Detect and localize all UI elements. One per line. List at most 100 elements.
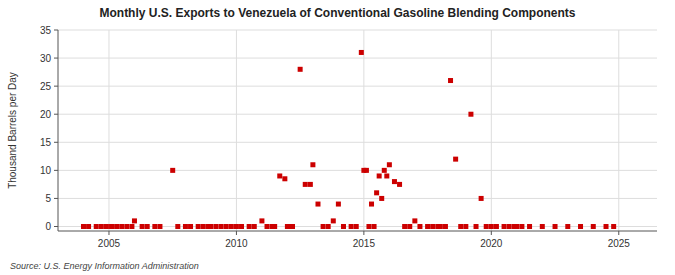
y-tick-label: 10 [40, 165, 52, 176]
point [392, 179, 397, 184]
point [188, 224, 193, 229]
point [379, 196, 384, 201]
x-grid-line [491, 30, 492, 231]
x-tick-label: 2020 [480, 238, 503, 249]
point [377, 173, 382, 178]
point [407, 224, 412, 229]
point [308, 182, 313, 187]
point [86, 224, 91, 229]
point [382, 168, 387, 173]
point [119, 224, 124, 229]
point [397, 182, 402, 187]
y-tick [54, 58, 58, 59]
ticks: 0510152025303520052010201520202025 [40, 25, 630, 250]
point [129, 224, 134, 229]
point [341, 224, 346, 229]
point [359, 50, 364, 55]
x-grid-line [363, 30, 364, 231]
point [290, 224, 295, 229]
y-grid-line [58, 198, 657, 199]
x-tick-label: 2010 [225, 238, 248, 249]
x-tick [108, 231, 109, 235]
point [514, 224, 519, 229]
point [489, 224, 494, 229]
point [387, 162, 392, 167]
point [479, 196, 484, 201]
point [201, 224, 206, 229]
y-tick-label: 5 [45, 193, 51, 204]
point [277, 173, 282, 178]
x-tick-label: 2005 [98, 238, 121, 249]
point [591, 224, 596, 229]
y-grid-line [58, 114, 657, 115]
point [438, 224, 443, 229]
y-axis-label: Thousand Barrels per Day [7, 72, 18, 189]
point [239, 224, 244, 229]
point [99, 224, 104, 229]
y-tick-label: 0 [45, 221, 51, 232]
point [219, 224, 224, 229]
point [175, 224, 180, 229]
point [303, 182, 308, 187]
point [553, 224, 558, 229]
point [604, 224, 609, 229]
point [611, 224, 616, 229]
x-tick [236, 231, 237, 235]
point [315, 202, 320, 207]
point [474, 224, 479, 229]
y-tick [54, 170, 58, 171]
point [565, 224, 570, 229]
point [463, 224, 468, 229]
chart: 0510152025303520052010201520202025Monthl… [0, 0, 675, 275]
y-tick-label: 20 [40, 109, 52, 120]
point [366, 224, 371, 229]
point [265, 224, 270, 229]
y-tick [54, 226, 58, 227]
y-tick-label: 30 [40, 53, 52, 64]
point [349, 224, 354, 229]
point [132, 218, 137, 223]
x-tick-label: 2015 [353, 238, 376, 249]
point [247, 224, 252, 229]
point [502, 224, 507, 229]
point [94, 224, 99, 229]
point [326, 224, 331, 229]
point [364, 168, 369, 173]
y-tick [54, 142, 58, 143]
y-tick [54, 30, 58, 31]
y-grid-line [58, 58, 657, 59]
point [453, 157, 458, 162]
point [140, 224, 145, 229]
point [298, 67, 303, 72]
y-grid-line [58, 170, 657, 171]
point [507, 224, 512, 229]
y-tick-label: 25 [40, 81, 52, 92]
y-grid-line [58, 30, 657, 31]
title: Monthly U.S. Exports to Venezuela of Con… [99, 6, 575, 20]
point [114, 224, 119, 229]
point [458, 224, 463, 229]
x-axis-line [58, 231, 657, 232]
point [402, 224, 407, 229]
point [412, 218, 417, 223]
point [527, 224, 532, 229]
y-tick [54, 114, 58, 115]
point [369, 202, 374, 207]
x-grid-line [236, 30, 237, 231]
y-grid-line [58, 142, 657, 143]
point [157, 224, 162, 229]
point [468, 112, 473, 117]
point [259, 218, 264, 223]
point [229, 224, 234, 229]
point [484, 224, 489, 229]
y-tick [54, 198, 58, 199]
x-tick [618, 231, 619, 235]
point [425, 224, 430, 229]
point [170, 168, 175, 173]
point [448, 78, 453, 83]
point [109, 224, 114, 229]
point [578, 224, 583, 229]
point [336, 202, 341, 207]
point [104, 224, 109, 229]
point [234, 224, 239, 229]
